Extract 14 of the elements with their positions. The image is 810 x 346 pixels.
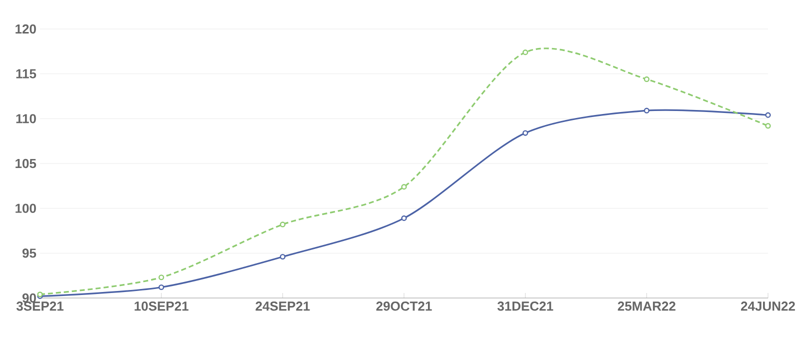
x-tick-label: 10SEP21 [134, 302, 188, 311]
y-tick-label: 105 [16, 158, 36, 168]
x-tick-label: 29OCT21 [376, 302, 432, 311]
y-tick-label: 110 [16, 114, 36, 124]
y-tick-label: 100 [16, 204, 36, 213]
y-tick-label: 120 [16, 24, 36, 34]
y-tick-label: 90 [22, 293, 36, 303]
x-tick-label: 31DEC21 [497, 302, 554, 311]
x-tick-label: 24SEP21 [256, 302, 310, 311]
y-tick-label: 95 [22, 248, 36, 258]
y-tick-label: 115 [16, 69, 36, 78]
x-tick-label: 3SEP21 [16, 302, 64, 311]
x-tick-label: 24JUN22 [741, 302, 795, 311]
x-tick-label: 25MAR22 [618, 302, 676, 311]
